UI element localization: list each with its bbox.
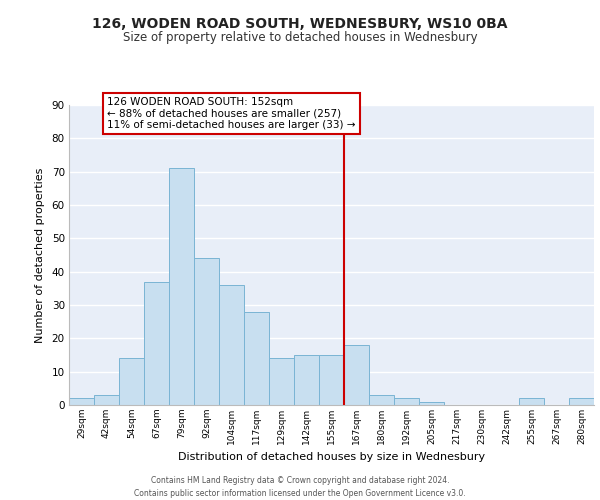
- Bar: [94, 395, 119, 405]
- Y-axis label: Number of detached properties: Number of detached properties: [35, 168, 45, 342]
- Text: Contains HM Land Registry data © Crown copyright and database right 2024.
Contai: Contains HM Land Registry data © Crown c…: [134, 476, 466, 498]
- Bar: [69, 398, 94, 405]
- Bar: [144, 282, 169, 405]
- Bar: [394, 398, 419, 405]
- Bar: [119, 358, 144, 405]
- Bar: [419, 402, 444, 405]
- Bar: [169, 168, 194, 405]
- Text: 126, WODEN ROAD SOUTH, WEDNESBURY, WS10 0BA: 126, WODEN ROAD SOUTH, WEDNESBURY, WS10 …: [92, 18, 508, 32]
- X-axis label: Distribution of detached houses by size in Wednesbury: Distribution of detached houses by size …: [178, 452, 485, 462]
- Bar: [569, 398, 594, 405]
- Bar: [244, 312, 269, 405]
- Bar: [319, 355, 344, 405]
- Bar: [269, 358, 294, 405]
- Bar: [344, 345, 369, 405]
- Bar: [194, 258, 219, 405]
- Bar: [294, 355, 319, 405]
- Bar: [519, 398, 544, 405]
- Text: Size of property relative to detached houses in Wednesbury: Size of property relative to detached ho…: [122, 31, 478, 44]
- Text: 126 WODEN ROAD SOUTH: 152sqm
← 88% of detached houses are smaller (257)
11% of s: 126 WODEN ROAD SOUTH: 152sqm ← 88% of de…: [107, 96, 356, 130]
- Bar: [219, 285, 244, 405]
- Bar: [369, 395, 394, 405]
